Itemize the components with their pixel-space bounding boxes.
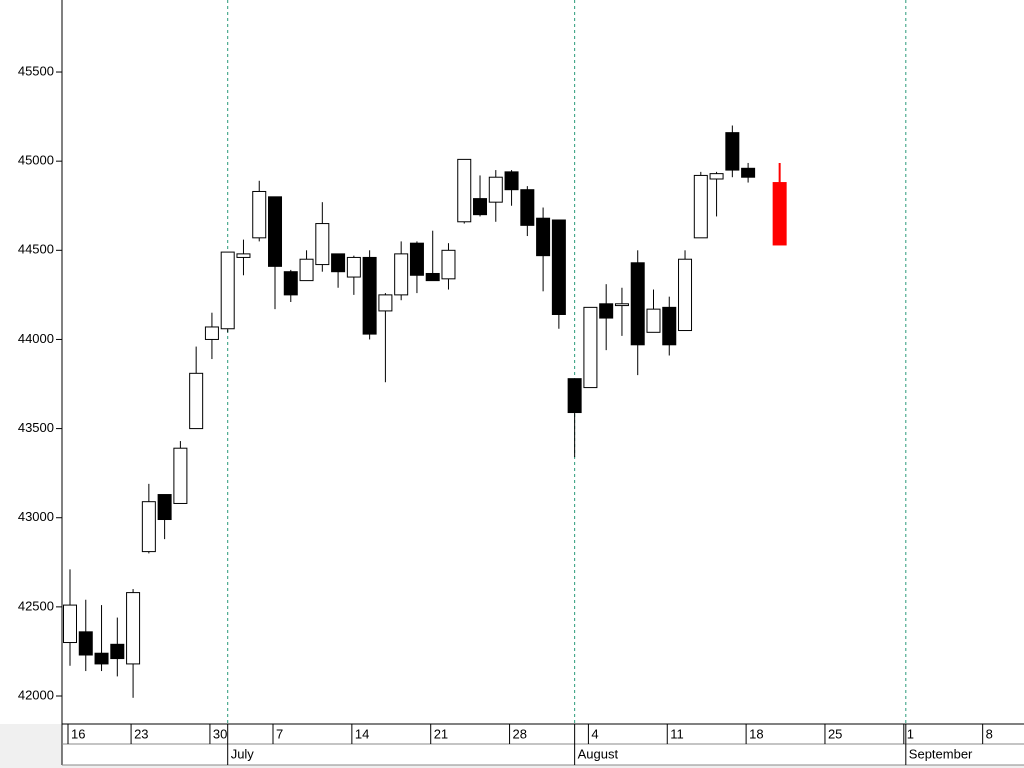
candle-body <box>362 256 377 335</box>
candle-body <box>283 271 298 296</box>
candle-body <box>630 262 645 346</box>
candle-body <box>488 176 503 203</box>
candle-body <box>614 303 629 307</box>
candle-body <box>504 171 519 191</box>
x-tick-label: 4 <box>591 726 598 741</box>
month-label: July <box>231 746 255 761</box>
candle-body <box>583 306 598 389</box>
x-tick-label: 14 <box>355 726 369 741</box>
candle-body <box>741 167 756 178</box>
y-tick-label: 44000 <box>18 331 54 346</box>
candle-body <box>268 196 283 267</box>
candle-body <box>252 190 267 239</box>
candle-body <box>346 256 361 278</box>
y-tick-label: 45500 <box>18 63 54 78</box>
candle-body <box>473 198 488 216</box>
candle-body <box>204 326 219 340</box>
y-tick-label: 43500 <box>18 420 54 435</box>
candle-body <box>425 272 440 282</box>
candle-body <box>157 494 172 521</box>
candle-body <box>110 643 125 660</box>
candle-body <box>63 604 77 644</box>
candle-body <box>693 174 708 239</box>
x-tick-label: 28 <box>513 726 527 741</box>
candle-body <box>189 372 204 430</box>
y-tick-label: 45000 <box>18 153 54 168</box>
y-tick-label: 43000 <box>18 509 54 524</box>
candle-body <box>536 217 551 257</box>
candle-body <box>678 258 693 332</box>
candle-body <box>646 308 661 333</box>
x-tick-label: 21 <box>434 726 448 741</box>
candle-body <box>772 182 787 246</box>
candle-body <box>141 501 156 553</box>
x-tick-label: 11 <box>670 726 684 741</box>
candle-body <box>725 132 740 171</box>
candle-body <box>315 223 330 266</box>
y-tick-label: 42000 <box>18 687 54 702</box>
candle-body <box>662 306 677 346</box>
y-tick-label: 42500 <box>18 598 54 613</box>
candle-body <box>441 249 456 280</box>
candle-body <box>220 251 235 330</box>
candle-body <box>378 294 393 312</box>
candle-body <box>409 242 424 276</box>
x-tick-label: 8 <box>986 726 993 741</box>
y-tick-label: 44500 <box>18 242 54 257</box>
candle-body <box>173 447 188 504</box>
candle-body <box>457 158 472 223</box>
x-tick-label: 7 <box>276 726 283 741</box>
candle-body <box>567 378 582 414</box>
candle-body <box>78 631 93 656</box>
candle-body <box>551 219 566 315</box>
x-tick-label: 16 <box>71 726 85 741</box>
candle-body <box>126 592 141 665</box>
x-tick-label: 23 <box>134 726 148 741</box>
x-tick-label: 1 <box>907 726 914 741</box>
candle-body <box>236 253 251 258</box>
x-tick-label: 25 <box>828 726 842 741</box>
month-label: September <box>909 746 973 761</box>
x-tick-label: 18 <box>749 726 763 741</box>
candle-body <box>394 253 409 296</box>
candle-body <box>520 189 535 226</box>
candle-body <box>599 303 614 319</box>
month-label: August <box>578 746 619 761</box>
candle-body <box>331 253 346 273</box>
candle-body <box>94 652 109 665</box>
candle-body <box>709 173 724 180</box>
x-tick-label: 30 <box>213 726 227 741</box>
candle-body <box>299 258 314 282</box>
